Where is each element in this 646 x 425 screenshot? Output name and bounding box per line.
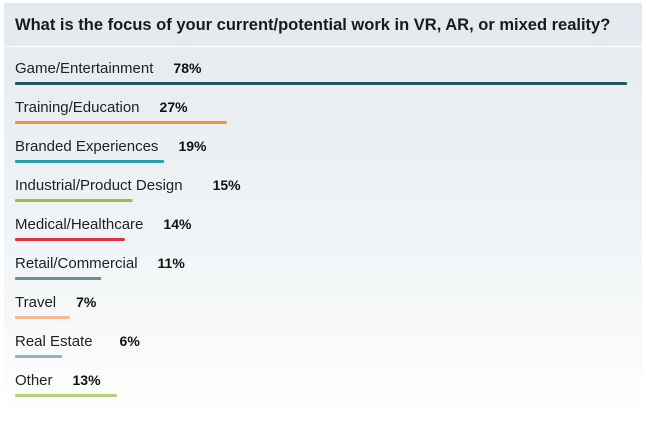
value-label-retail-commercial: 11% [158, 255, 186, 271]
bar-retail-commercial [15, 277, 102, 280]
category-label-industrial-product-design: Industrial/Product Design [15, 177, 183, 194]
value-label-training-education: 27% [160, 99, 189, 115]
value-label-medical-healthcare: 14% [163, 216, 192, 232]
bar-real-estate [15, 355, 63, 358]
value-label-industrial-product-design: 15% [213, 177, 242, 193]
value-label-real-estate: 6% [120, 333, 141, 349]
value-label-game-entertainment: 78% [173, 60, 202, 76]
category-label-travel: Travel [15, 294, 56, 311]
bar-industrial-product-design [15, 199, 133, 202]
bar-other [15, 394, 117, 397]
chart-title: What is the focus of your current/potent… [15, 16, 611, 34]
value-label-branded-experiences: 19% [178, 138, 207, 154]
title-divider [4, 46, 642, 47]
category-label-training-education: Training/Education [15, 99, 140, 116]
category-label-retail-commercial: Retail/Commercial [15, 255, 138, 272]
value-label-travel: 7% [76, 294, 97, 310]
value-label-other: 13% [73, 372, 102, 388]
bar-medical-healthcare [15, 238, 125, 241]
category-label-branded-experiences: Branded Experiences [15, 138, 158, 155]
bar-branded-experiences [15, 160, 165, 163]
bar-game-entertainment [15, 82, 627, 85]
bar-chart: Game/Entertainment 78% Training/Education 2… [15, 60, 627, 397]
category-label-real-estate: Real Estate [15, 333, 93, 350]
category-label-other: Other [15, 372, 53, 389]
bar-training-education [15, 121, 227, 124]
category-label-medical-healthcare: Medical/Healthcare [15, 216, 143, 233]
chart-card: What is the focus of your current/potent… [4, 3, 642, 413]
bar-travel [15, 316, 70, 319]
category-label-game-entertainment: Game/Entertainment [15, 60, 154, 77]
